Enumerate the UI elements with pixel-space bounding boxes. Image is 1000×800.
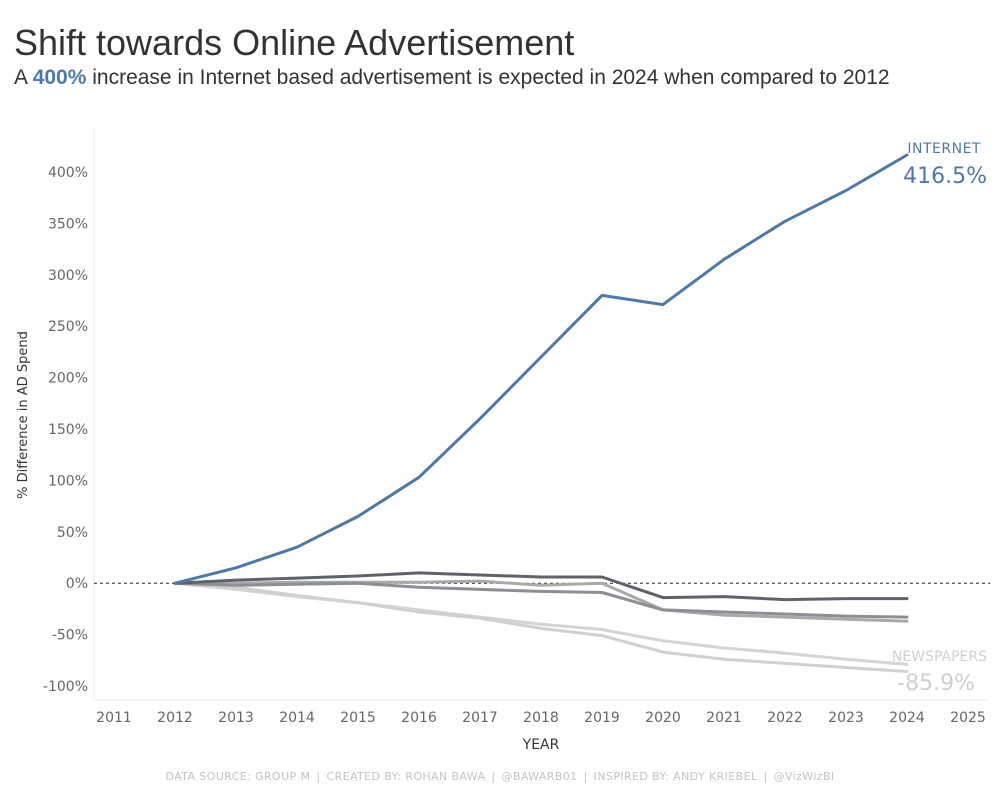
internet-series-line xyxy=(173,153,909,585)
x-tick-label: 2011 xyxy=(96,710,132,726)
footer-credit-item: CREATED BY: ROHAN BAWA xyxy=(326,770,486,783)
footer-credit-item: @BAWARB01 xyxy=(501,770,578,783)
x-tick-label: 2015 xyxy=(340,710,376,726)
x-tick-label: 2019 xyxy=(584,710,620,726)
subtitle-highlight: 400% xyxy=(32,66,87,89)
x-tick-label: 2016 xyxy=(401,710,437,726)
page-subtitle: A 400% increase in Internet based advert… xyxy=(14,66,890,90)
category-series-line xyxy=(173,581,909,666)
x-tick-label: 2020 xyxy=(645,710,681,726)
x-tick-label: 2025 xyxy=(950,710,986,726)
newspapers-series-name: NEWSPAPERS xyxy=(892,649,987,665)
x-axis-title: YEAR xyxy=(522,737,560,753)
page-title: Shift towards Online Advertisement xyxy=(14,22,575,63)
category-series-line xyxy=(173,581,909,619)
footer-credit-item: DATA SOURCE: GROUP M xyxy=(165,770,311,783)
x-tick-label: 2018 xyxy=(523,710,559,726)
x-tick-label: 2021 xyxy=(706,710,742,726)
y-tick-label: 0% xyxy=(66,576,88,592)
y-axis-ticks: -100% -50% 0% 50% 100% 150% 200% 250% 300% 350% 40… xyxy=(43,165,88,695)
footer-separator: | xyxy=(763,770,768,783)
category-series-line xyxy=(173,571,909,602)
footer-credit-item: @VizWizBI xyxy=(773,770,835,783)
x-tick-label: 2012 xyxy=(157,710,193,726)
internet-series-name: INTERNET xyxy=(907,141,981,157)
footer-credits: DATA SOURCE: GROUP M | CREATED BY: ROHAN B… xyxy=(0,770,1000,783)
y-tick-label: 350% xyxy=(48,216,88,232)
y-tick-label: 250% xyxy=(48,319,88,335)
y-tick-label: 400% xyxy=(48,165,88,181)
y-tick-label: 150% xyxy=(48,422,88,438)
x-axis-ticks: 2011 2012 2013 2014 2015 2016 2017 2018 2019 2020… xyxy=(96,710,986,726)
newspapers-series-line xyxy=(173,581,909,673)
y-tick-label: 300% xyxy=(48,268,88,284)
series-lines xyxy=(173,153,909,673)
newspapers-end-value: -85.9% xyxy=(897,671,975,696)
footer-separator: | xyxy=(491,770,496,783)
category-series-line xyxy=(173,579,909,623)
x-tick-label: 2023 xyxy=(828,710,864,726)
x-tick-label: 2017 xyxy=(462,710,498,726)
x-tick-label: 2014 xyxy=(279,710,315,726)
y-tick-label: 100% xyxy=(48,473,88,489)
x-tick-label: 2022 xyxy=(767,710,803,726)
series-end-labels: INTERNET 416.5% NEWSPAPERS -85.9% xyxy=(892,141,987,696)
subtitle-prefix: A xyxy=(14,66,33,89)
y-tick-label: 50% xyxy=(57,525,88,541)
y-tick-label: 200% xyxy=(48,371,88,387)
footer-separator: | xyxy=(316,770,321,783)
footer-separator: | xyxy=(583,770,588,783)
footer-credit-item: INSPIRED BY: ANDY KRIEBEL xyxy=(593,770,758,783)
y-axis-title: % Difference in AD Spend xyxy=(16,331,31,499)
subtitle-suffix: increase in Internet based advertisement… xyxy=(86,66,890,89)
internet-end-value: 416.5% xyxy=(903,164,987,189)
x-tick-label: 2013 xyxy=(218,710,254,726)
x-tick-label: 2024 xyxy=(889,710,925,726)
y-tick-label: -100% xyxy=(43,679,88,695)
y-tick-label: -50% xyxy=(52,628,88,644)
